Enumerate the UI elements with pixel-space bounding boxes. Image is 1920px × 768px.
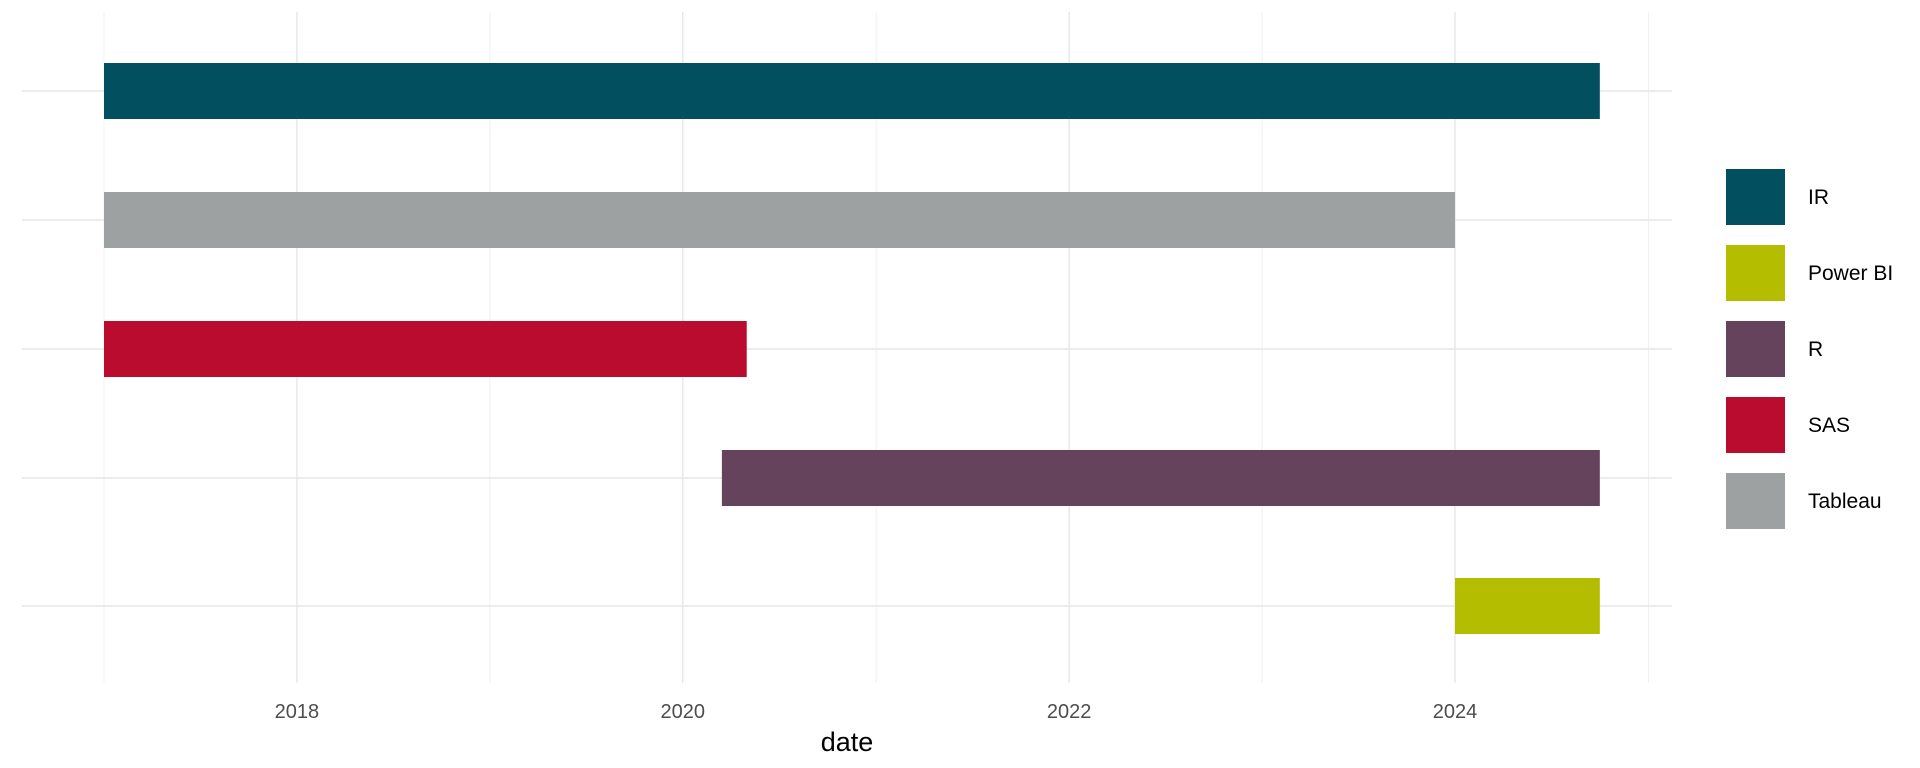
legend-label-tableau: Tableau: [1808, 490, 1882, 513]
legend-key-tableau: [1726, 473, 1785, 529]
bar-sas: [104, 321, 747, 377]
legend-label-sas: SAS: [1808, 414, 1850, 437]
legend-label-r: R: [1808, 338, 1823, 361]
bar-ir: [104, 63, 1600, 119]
x-tick-label: 2022: [1047, 701, 1092, 723]
legend-key-power-bi: [1726, 245, 1785, 301]
legend: IR Power BI R SAS Tableau: [1726, 169, 1893, 529]
legend-label-power-bi: Power BI: [1808, 262, 1893, 285]
legend-key-r: [1726, 321, 1785, 377]
legend-key-ir: [1726, 169, 1785, 225]
bars: [104, 63, 1600, 634]
x-tick-label: 2020: [661, 701, 706, 723]
bar-r: [721, 450, 1600, 506]
x-tick-label: 2018: [275, 701, 320, 723]
bar-tableau: [104, 192, 1455, 248]
x-tick-label: 2024: [1433, 701, 1478, 723]
x-axis-title: date: [821, 727, 874, 757]
minor-gridlines: [103, 12, 1649, 683]
legend-key-sas: [1726, 397, 1785, 453]
bar-power-bi: [1455, 578, 1600, 634]
x-axis-tick-labels: 2018 2020 2022 2024: [275, 701, 1478, 723]
legend-label-ir: IR: [1808, 186, 1829, 209]
